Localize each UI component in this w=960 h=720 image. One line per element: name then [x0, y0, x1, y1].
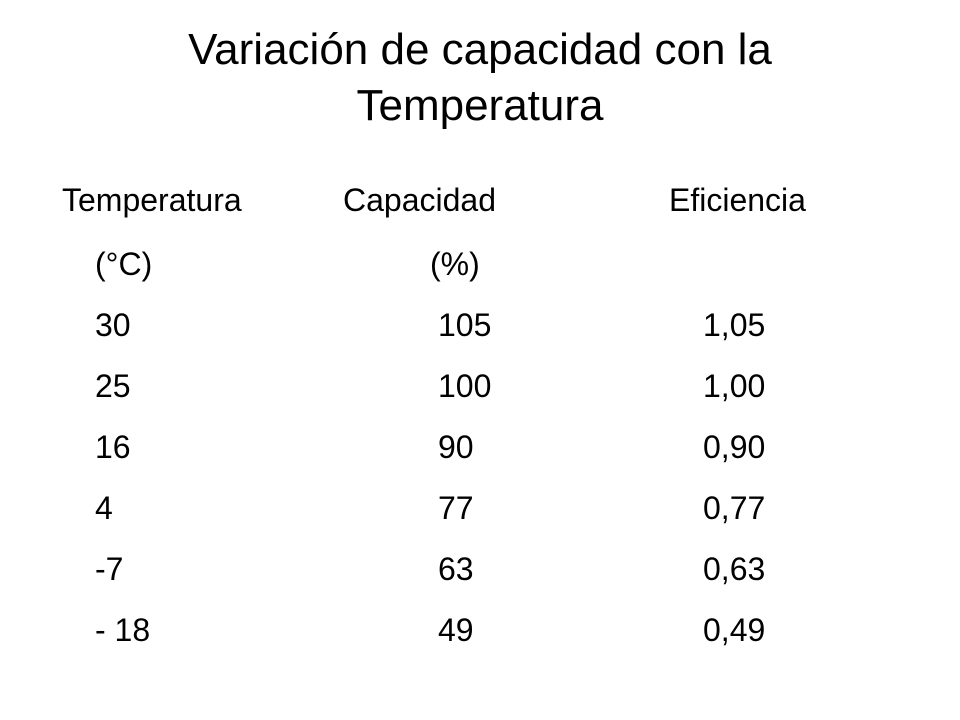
cell-temperature: 4 — [95, 490, 113, 526]
cell-efficiency: 0,63 — [703, 551, 766, 587]
cell-efficiency: 0,77 — [703, 490, 766, 526]
cell-temperature: 25 — [95, 368, 131, 404]
cell-capacity: 100 — [438, 368, 492, 404]
slide-title-line-2: Temperatura — [356, 81, 604, 130]
slide-title: Variación de capacidad con la Temperatur… — [40, 22, 920, 134]
header-efficiency: Eficiencia — [669, 182, 806, 218]
cell-efficiency: 1,00 — [703, 368, 766, 404]
cell-capacity: 77 — [438, 490, 474, 526]
header-temperature: Temperatura — [62, 182, 242, 218]
cell-temperature: 30 — [95, 307, 131, 343]
cell-efficiency: 0,90 — [703, 429, 766, 465]
unit-capacity: (%) — [430, 246, 480, 282]
cell-temperature: - 18 — [95, 612, 151, 648]
slide-title-line-1: Variación de capacidad con la — [188, 25, 772, 74]
cell-capacity: 63 — [438, 551, 474, 587]
cell-capacity: 90 — [438, 429, 474, 465]
cell-capacity: 49 — [438, 612, 474, 648]
header-capacity: Capacidad — [343, 182, 496, 218]
cell-temperature: -7 — [95, 551, 124, 587]
unit-temperature: (°C) — [95, 246, 153, 282]
cell-efficiency: 1,05 — [703, 307, 766, 343]
cell-temperature: 16 — [95, 429, 131, 465]
cell-capacity: 105 — [438, 307, 492, 343]
cell-efficiency: 0,49 — [703, 612, 766, 648]
